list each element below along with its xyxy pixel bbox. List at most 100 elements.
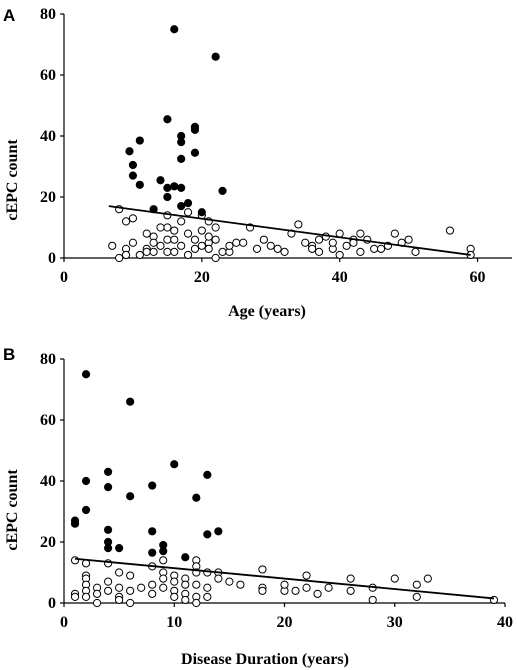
panel-b-filled-point [148,527,157,536]
panel-b-open-point [368,595,377,605]
panel-a-open-point [294,220,303,229]
panel-a-open-point [314,235,324,244]
panel-a-x-tick-label: 20 [194,269,210,286]
panel-b-filled-point [70,519,80,528]
panel-b-y-tick-label: 60 [40,412,56,429]
panel-a-open-point [356,247,365,256]
panel-b-x-tick-label: 40 [497,614,513,631]
panel-a-filled-point [170,182,179,191]
panel-b-open-point [192,598,201,608]
panel-b-filled-point [81,370,91,379]
panel-b-open-point [346,574,355,583]
panel-b-open-point [423,574,432,583]
panel-b-open-point [159,574,168,583]
panel-b-open-point [390,574,399,583]
panel-a-y-tick-label: 60 [40,67,56,84]
panel-b-filled-point [104,525,113,534]
panel-a-open-point [342,241,351,250]
panel-b-open-point [115,568,124,577]
panel-a-open-point [204,232,213,241]
panel-b-x-tick-label: 20 [277,614,293,631]
panel-a-filled-point [156,176,165,185]
panel-b-trendline [74,557,495,600]
panel-a-open-point [177,241,186,250]
panel-a-filled-point [128,171,138,180]
panel-b-x-axis-title: Disease Duration (years) [181,651,349,668]
panel-a-open-point [197,241,206,250]
panel-a-filled-point [163,115,172,124]
panel-a-open-point [142,229,151,238]
panel-b-open-point [126,598,135,608]
panel-a-filled-point [163,192,172,202]
panel-a-open-point [170,226,179,235]
panel-a-open-point [163,247,172,256]
panel-a-filled-point [211,52,220,61]
panel-a-open-point [411,247,420,256]
panel-b-filled-point [170,460,179,469]
panel-b-open-point [126,571,135,580]
panel-b-filled-point [104,544,113,553]
panel-a-open-point [190,244,200,253]
panel-b-open-point [170,592,179,602]
panel-a-open-point [163,223,172,232]
panel-a-open-point [190,235,200,244]
panel-a-open-point [273,244,282,253]
panel-a-open-point [142,247,151,256]
panel-a-open-point [239,238,248,247]
panel-a-open-point [128,214,138,223]
panel-a-filled-point [170,25,179,34]
panel-a-open-point [266,241,275,250]
panel-a-filled-point [177,154,186,163]
panel-b-filled-point [104,483,113,492]
panel-b-open-point [203,583,212,592]
panel-a-open-point [370,244,379,253]
panel-b-y-tick-label: 0 [48,595,56,612]
panel-b-open-point [302,583,311,592]
panel-b-x-tick-label: 10 [166,614,182,631]
panel-b-filled-point [104,467,113,476]
panel-a-filled-point [163,183,172,192]
panel-a-open-point [149,238,158,247]
panel-a-filled-point [190,125,200,134]
panel-a-x-axis-title: Age (years) [228,303,306,320]
panel-a-open-point [308,244,317,253]
panel-a-y-tick-label: 80 [40,6,56,23]
panel-a-open-point [108,241,117,250]
panel-a-open-point [183,229,193,238]
panel-b-y-tick-label: 40 [40,473,56,490]
panel-b-open-point [181,595,190,605]
panel-a-trendline [108,205,471,256]
panel-b-open-point [291,586,300,595]
panel-b-open-point [324,583,333,592]
panel-a-open-point [356,229,365,238]
panel-b-open-point [214,574,223,583]
panel-b-open-point [115,595,124,605]
panel-b-open-point [280,580,289,589]
panel-b-open-point [302,571,311,580]
panel-a-open-point [163,235,172,244]
panel-b-open-point [137,583,146,592]
panel-a-filled-point [125,147,134,156]
panel-b-y-tick-label: 20 [40,534,56,551]
panel-a-open-point [183,250,193,260]
panel-a-open-point [197,226,206,235]
panel-b-filled-point [126,397,135,406]
panel-a-open-point [128,238,138,247]
panel-a-open-point [170,235,179,244]
panel-b-filled-point [159,547,168,556]
panel-b-open-point [412,580,421,589]
panel-b-open-point [92,598,102,608]
panel-a-open-point [149,247,158,256]
panel-a-open-point [445,226,455,235]
panel-a-open-point [218,247,227,256]
panel-a-label: A [3,6,15,25]
panel-a-open-point [252,244,262,253]
panel-b-filled-point [126,492,135,501]
panel-b-open-point [148,580,157,589]
panel-b-open-point [258,586,267,595]
panel-b-open-point [126,586,135,595]
panel-a-filled-point [128,160,138,170]
panel-a-filled-point [197,208,206,217]
panel-b-open-point [258,565,267,574]
panel-b-filled-point [181,553,190,562]
